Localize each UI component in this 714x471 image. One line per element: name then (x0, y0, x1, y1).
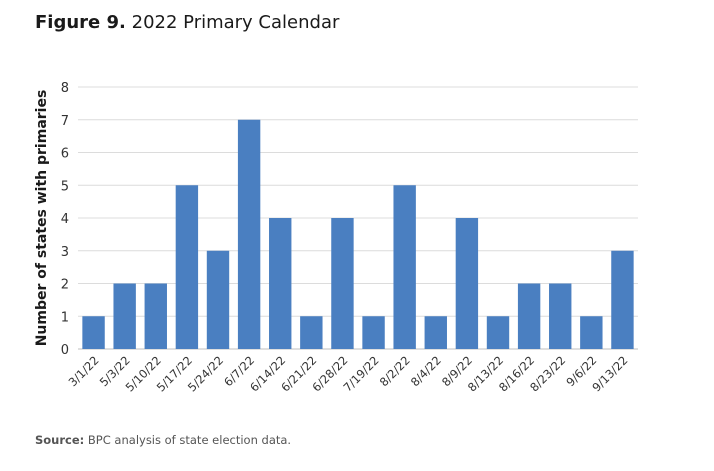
bar (300, 316, 323, 349)
bar (393, 185, 416, 349)
y-tick-label: 5 (61, 179, 69, 194)
bar (517, 283, 541, 349)
bar (206, 250, 230, 349)
bar (237, 119, 261, 349)
bar (549, 283, 572, 349)
y-tick-label: 7 (61, 114, 69, 129)
bar (580, 316, 603, 349)
bar (424, 316, 447, 349)
figure-name: 2022 Primary Calendar (131, 12, 340, 33)
bar-chart: 0 1 2 3 4 5 6 7 8 Number of states with primaries… (34, 81, 638, 394)
bar (82, 316, 105, 349)
bar (331, 218, 354, 349)
x-tick-label: 3/1/22 (66, 353, 102, 389)
bar (486, 316, 510, 349)
bar (144, 283, 167, 349)
y-tick-label: 4 (61, 212, 69, 227)
bar (455, 218, 479, 349)
y-tick-label: 1 (61, 310, 69, 325)
bar (611, 250, 634, 349)
y-tick-label: 3 (61, 245, 69, 260)
x-tick-label: 8/2/22 (377, 353, 413, 389)
figure-title: Figure 9. 2022 Primary Calendar (35, 12, 339, 33)
y-tick-label: 8 (61, 81, 69, 96)
bar (269, 218, 292, 349)
bar (175, 185, 199, 349)
y-tick-label: 2 (61, 278, 69, 293)
source-label: Source: (35, 433, 85, 447)
source-text: BPC analysis of state election data. (87, 433, 292, 447)
figure-label: Figure 9. (35, 12, 126, 33)
y-tick-label: 0 (61, 343, 69, 358)
y-axis-label: Number of states with primaries (34, 90, 50, 347)
source-note: Source: BPC analysis of state election d… (35, 433, 291, 447)
bar (113, 283, 136, 349)
bar (362, 316, 385, 349)
x-tick-label: 8/4/22 (408, 353, 444, 389)
y-tick-label: 6 (61, 147, 69, 162)
